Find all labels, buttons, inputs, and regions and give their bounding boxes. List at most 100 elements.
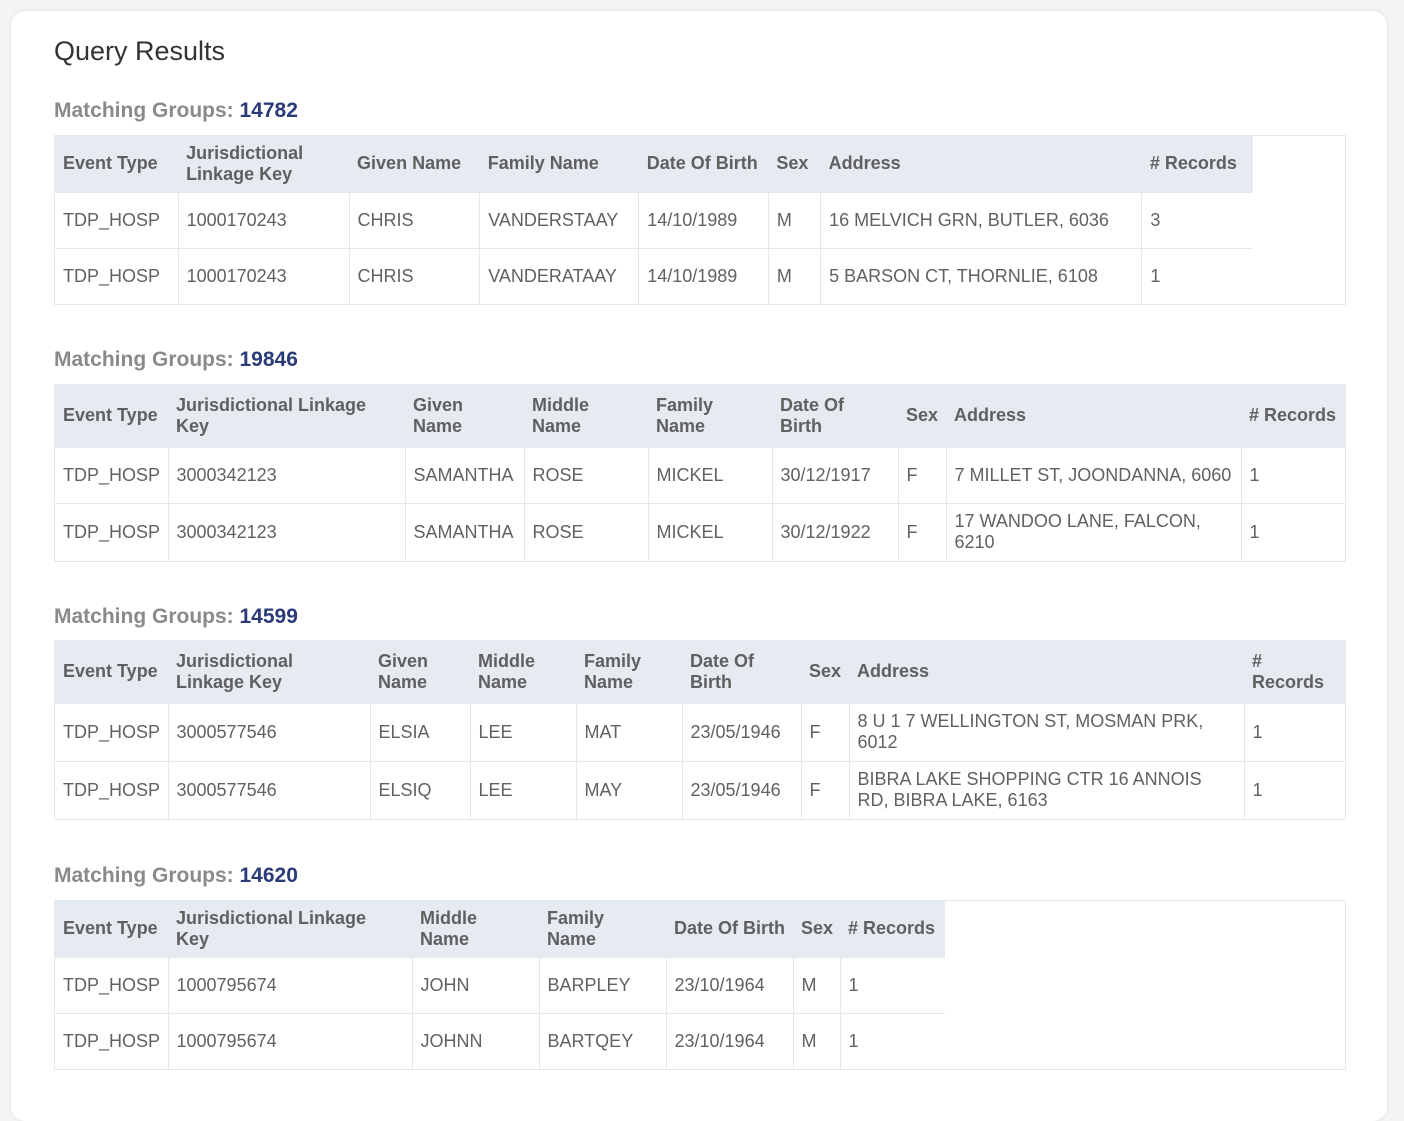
column-header-records[interactable]: # Records — [1252, 650, 1325, 692]
column-header-records[interactable]: # Records — [1249, 405, 1337, 426]
results-table: Event Type Jurisdictional Linkage Key Give… — [55, 641, 1345, 819]
cell-event-type: TDP_HOSP — [55, 702, 168, 761]
column-header-event-type[interactable]: Event Type — [63, 918, 158, 939]
cell-family-name: MICKEL — [647, 446, 772, 503]
cell-date-of-birth: 23/10/1964 — [665, 1012, 793, 1069]
cell-address: 5 BARSON CT, THORNLIE, 6108 — [820, 247, 1142, 304]
column-header-middle-name[interactable]: Middle Name — [420, 907, 477, 949]
table-row[interactable]: TDP_HOSP 3000342123 SAMANTHA ROSE MICKEL 30/1… — [55, 446, 1345, 503]
column-header-address[interactable]: Address — [954, 405, 1027, 426]
matching-groups-label: Matching Groups: — [54, 605, 240, 628]
cell-date-of-birth: 30/12/1922 — [771, 502, 898, 561]
cell-jurisdictional-linkage-key: 1000795674 — [167, 956, 412, 1013]
matching-groups-count: 14782 — [239, 99, 298, 122]
page-title: Query Results — [54, 36, 226, 66]
column-header-date-of-birth[interactable]: Date Of Birth — [646, 153, 758, 174]
column-header-sex[interactable]: Sex — [906, 405, 939, 426]
matching-groups-label: Matching Groups: — [54, 348, 240, 371]
cell-jurisdictional-linkage-key: 3000342123 — [167, 446, 405, 503]
matching-groups-heading: Matching Groups: 14782 — [54, 99, 298, 123]
cell-given-name: CHRIS — [348, 191, 480, 248]
cell-event-type: TDP_HOSP — [55, 446, 168, 503]
column-header-family-name[interactable]: Family Name — [487, 153, 599, 174]
table-row[interactable]: TDP_HOSP 1000170243 CHRIS VANDERATAAY 14/10/… — [55, 247, 1253, 304]
table-row[interactable]: TDP_HOSP 3000577546 ELSIA LEE MAT 23/05/1946 F… — [55, 702, 1345, 761]
cell-date-of-birth: 23/05/1946 — [681, 760, 801, 819]
column-header-event-type[interactable]: Event Type — [63, 153, 158, 174]
column-header-given-name[interactable]: Given Name — [413, 394, 464, 436]
column-header-middle-name[interactable]: Middle Name — [532, 394, 589, 436]
cell-middle-name: ROSE — [523, 502, 648, 561]
table-row[interactable]: TDP_HOSP 1000795674 JOHNN BARTQEY 23/10/1964… — [55, 1012, 945, 1069]
matching-groups-label: Matching Groups: — [54, 864, 240, 887]
column-header-jurisdictional-linkage-key[interactable]: Jurisdictional Linkage Key — [176, 650, 294, 692]
table-header-row: Event Type Jurisdictional Linkage Key Midd… — [55, 901, 945, 957]
matching-groups-heading: Matching Groups: 14599 — [54, 605, 298, 629]
group-table-container: Event Type Jurisdictional Linkage Key Midd… — [54, 900, 1346, 1070]
cell-date-of-birth: 23/10/1964 — [665, 956, 793, 1013]
column-header-family-name[interactable]: Family Name — [584, 650, 642, 692]
cell-given-name: SAMANTHA — [404, 502, 524, 561]
cell-family-name: VANDERSTAAY — [479, 191, 639, 248]
column-header-date-of-birth[interactable]: Date Of Birth — [674, 918, 786, 939]
cell-records: 1 — [1240, 446, 1345, 503]
matching-groups-heading: Matching Groups: 19846 — [54, 348, 298, 372]
column-header-sex[interactable]: Sex — [801, 918, 834, 939]
cell-jurisdictional-linkage-key: 1000795674 — [167, 1012, 412, 1069]
column-header-jurisdictional-linkage-key[interactable]: Jurisdictional Linkage Key — [176, 907, 367, 949]
cell-jurisdictional-linkage-key: 3000342123 — [167, 502, 405, 561]
cell-records: 1 — [1141, 247, 1253, 304]
column-header-jurisdictional-linkage-key[interactable]: Jurisdictional Linkage Key — [176, 394, 367, 436]
cell-records: 1 — [839, 1012, 945, 1069]
column-header-given-name[interactable]: Given Name — [357, 153, 462, 174]
table-row[interactable]: TDP_HOSP 3000577546 ELSIQ LEE MAY 23/05/1946 F… — [55, 760, 1345, 819]
cell-event-type: TDP_HOSP — [55, 247, 179, 304]
column-header-sex[interactable]: Sex — [809, 661, 842, 682]
column-header-jurisdictional-linkage-key[interactable]: Jurisdictional Linkage Key — [186, 142, 304, 184]
column-header-event-type[interactable]: Event Type — [63, 405, 158, 426]
group-table-container: Event Type Jurisdictional Linkage Key Give… — [54, 135, 1346, 305]
table-header-row: Event Type Jurisdictional Linkage Key Give… — [55, 136, 1253, 192]
cell-sex: F — [897, 502, 946, 561]
column-header-address[interactable]: Address — [857, 661, 930, 682]
column-header-address[interactable]: Address — [828, 153, 901, 174]
column-header-family-name[interactable]: Family Name — [656, 394, 714, 436]
cell-sex: M — [792, 956, 840, 1013]
cell-records: 1 — [1243, 760, 1345, 819]
cell-address: 7 MILLET ST, JOONDANNA, 6060 — [945, 446, 1241, 503]
cell-event-type: TDP_HOSP — [55, 1012, 168, 1069]
cell-middle-name: LEE — [469, 760, 576, 819]
cell-records: 1 — [1243, 702, 1345, 761]
results-table: Event Type Jurisdictional Linkage Key Give… — [55, 136, 1253, 304]
cell-family-name: MAT — [575, 702, 682, 761]
table-row[interactable]: TDP_HOSP 1000795674 JOHN BARPLEY 23/10/1964 M… — [55, 956, 945, 1013]
matching-groups-count: 14599 — [239, 605, 298, 628]
cell-jurisdictional-linkage-key: 1000170243 — [177, 247, 350, 304]
cell-sex: M — [767, 247, 821, 304]
cell-date-of-birth: 14/10/1989 — [638, 247, 769, 304]
cell-records: 1 — [839, 956, 945, 1013]
column-header-records[interactable]: # Records — [848, 918, 936, 939]
table-row[interactable]: TDP_HOSP 3000342123 SAMANTHA ROSE MICKEL 30/1… — [55, 502, 1345, 561]
results-table: Event Type Jurisdictional Linkage Key Midd… — [55, 901, 945, 1069]
cell-address: BIBRA LAKE SHOPPING CTR 16 ANNOIS RD, BI… — [848, 760, 1244, 819]
cell-middle-name: JOHN — [411, 956, 539, 1013]
cell-event-type: TDP_HOSP — [55, 760, 168, 819]
column-header-date-of-birth[interactable]: Date Of Birth — [690, 650, 755, 692]
cell-family-name: BARTQEY — [538, 1012, 666, 1069]
matching-groups-count: 14620 — [239, 864, 298, 887]
cell-middle-name: ROSE — [523, 446, 648, 503]
cell-given-name: ELSIA — [369, 702, 470, 761]
cell-sex: M — [792, 1012, 840, 1069]
column-header-date-of-birth[interactable]: Date Of Birth — [780, 394, 845, 436]
cell-family-name: VANDERATAAY — [479, 247, 639, 304]
table-row[interactable]: TDP_HOSP 1000170243 CHRIS VANDERSTAAY 14/10/… — [55, 191, 1253, 248]
column-header-records[interactable]: # Records — [1149, 153, 1237, 174]
column-header-middle-name[interactable]: Middle Name — [478, 650, 535, 692]
column-header-given-name[interactable]: Given Name — [378, 650, 429, 692]
matching-groups-label: Matching Groups: — [54, 99, 240, 122]
column-header-event-type[interactable]: Event Type — [63, 661, 158, 682]
table-header-row: Event Type Jurisdictional Linkage Key Give… — [55, 385, 1345, 447]
column-header-sex[interactable]: Sex — [776, 153, 809, 174]
column-header-family-name[interactable]: Family Name — [547, 907, 605, 949]
